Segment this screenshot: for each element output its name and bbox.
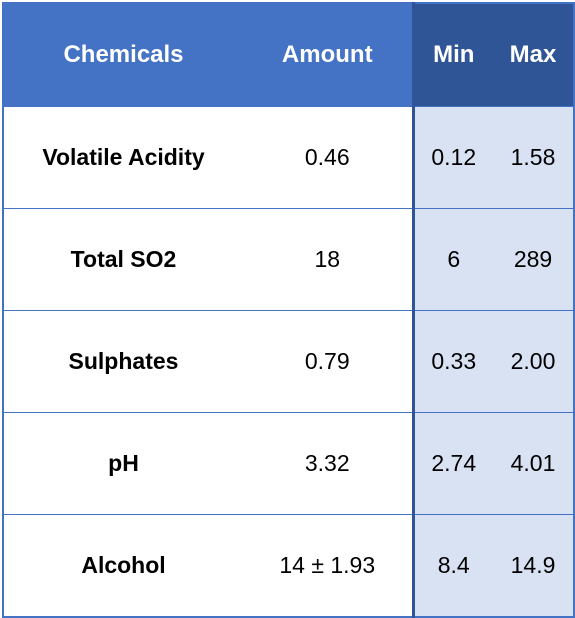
min-value: 8.4	[411, 514, 493, 617]
amount-value: 0.79	[243, 310, 413, 413]
max-value: 1.58	[493, 106, 574, 209]
chemical-name: Alcohol	[3, 514, 243, 617]
max-value: 2.00	[493, 310, 574, 413]
min-value: 6	[411, 208, 493, 311]
max-value: 4.01	[493, 412, 574, 515]
chemical-name: pH	[3, 412, 243, 515]
amount-value: 14 ± 1.93	[243, 514, 413, 617]
table-row: Alcohol 14 ± 1.93 8.4 14.9	[3, 514, 574, 617]
chemical-name: Total SO2	[3, 208, 243, 311]
chemical-name: Volatile Acidity	[3, 106, 243, 209]
header-max: Max	[493, 3, 574, 107]
min-value: 0.33	[411, 310, 493, 413]
min-value: 2.74	[411, 412, 493, 515]
header-chemicals: Chemicals	[3, 3, 243, 107]
header-amount: Amount	[243, 3, 413, 107]
header-min: Min	[411, 3, 493, 107]
amount-value: 0.46	[243, 106, 413, 209]
table-row: Volatile Acidity 0.46 0.12 1.58	[3, 106, 574, 209]
table-row: Total SO2 18 6 289	[3, 208, 574, 311]
max-value: 289	[493, 208, 574, 311]
min-value: 0.12	[411, 106, 493, 209]
table-row: pH 3.32 2.74 4.01	[3, 412, 574, 515]
table-header-row: Chemicals Amount Min Max	[3, 3, 574, 107]
table-row: Sulphates 0.79 0.33 2.00	[3, 310, 574, 413]
chemical-name: Sulphates	[3, 310, 243, 413]
max-value: 14.9	[493, 514, 574, 617]
amount-value: 3.32	[243, 412, 413, 515]
amount-value: 18	[243, 208, 413, 311]
